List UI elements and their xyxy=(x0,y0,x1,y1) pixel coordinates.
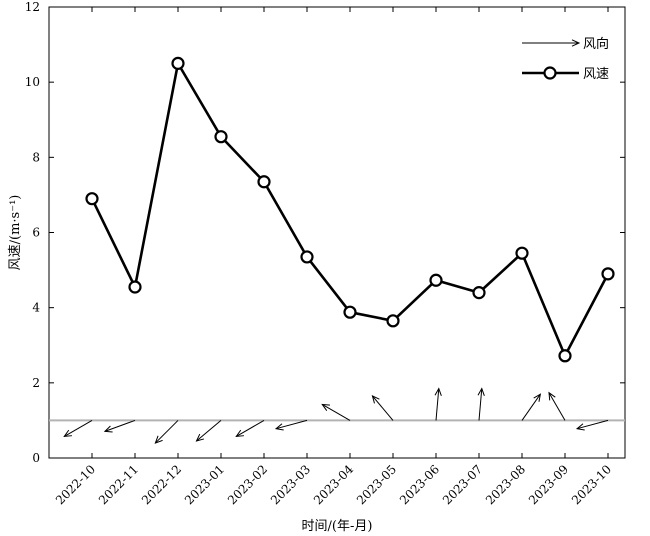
wind-arrow xyxy=(521,393,542,421)
legend-arrow-shape xyxy=(522,39,581,47)
wind-arrow xyxy=(434,387,442,421)
legend: 风向 风速 xyxy=(522,36,609,82)
wind-arrow xyxy=(371,394,394,421)
y-tick-label: 4 xyxy=(32,301,40,315)
legend-speed-marker xyxy=(543,66,557,80)
data-point xyxy=(558,349,572,363)
x-axis-label: 时间/(年-月) xyxy=(302,519,373,534)
data-point xyxy=(429,273,443,287)
data-point xyxy=(472,286,486,300)
x-tick-label: 2023-03 xyxy=(268,462,313,507)
data-point xyxy=(171,56,185,70)
y-tick-label: 2 xyxy=(32,376,40,390)
y-axis: 0 2 4 6 8 10 12 xyxy=(25,0,625,465)
x-tick-label: 2023-09 xyxy=(526,462,571,507)
x-tick-label: 2022-10 xyxy=(53,462,98,507)
x-tick-label: 2023-06 xyxy=(397,462,442,507)
wind-arrow xyxy=(274,419,308,431)
wind-arrow xyxy=(235,419,265,438)
wind-arrow xyxy=(477,387,485,421)
data-point xyxy=(601,267,615,281)
wind-arrow xyxy=(103,419,136,433)
legend-direction-arrow xyxy=(522,39,581,47)
data-point xyxy=(214,130,228,144)
wind-direction-arrows xyxy=(63,387,609,444)
data-point xyxy=(515,246,529,260)
x-tick-label: 2023-01 xyxy=(182,462,227,507)
legend-speed-label: 风速 xyxy=(583,67,609,82)
x-tick-label: 2023-07 xyxy=(440,462,485,507)
y-tick-label: 10 xyxy=(25,75,40,89)
data-point xyxy=(128,280,142,294)
x-tick-label: 2023-08 xyxy=(483,462,528,507)
x-tick-label: 2022-12 xyxy=(139,462,184,507)
y-tick-label: 0 xyxy=(32,451,40,465)
wind-speed-markers xyxy=(85,56,615,363)
x-tick-label: 2023-10 xyxy=(569,462,614,507)
y-tick-label: 12 xyxy=(25,0,40,14)
x-tick-label: 2022-11 xyxy=(96,462,141,507)
plot-frame xyxy=(48,6,626,459)
y-axis-label: 风速/(m·s⁻¹) xyxy=(8,195,23,271)
x-axis: 2022-102022-112022-122023-012023-022023-… xyxy=(53,7,614,507)
data-point xyxy=(257,175,271,189)
data-point xyxy=(386,314,400,328)
data-point xyxy=(85,192,99,206)
x-tick-label: 2023-02 xyxy=(225,462,270,507)
legend-direction-label: 风向 xyxy=(583,36,609,52)
wind-arrow xyxy=(548,391,566,421)
y-tick-label: 8 xyxy=(32,150,40,164)
data-point xyxy=(343,305,357,319)
wind-arrow xyxy=(63,419,93,438)
x-tick-label: 2023-04 xyxy=(311,462,356,507)
wind-arrow xyxy=(575,419,609,431)
wind-arrow xyxy=(154,420,179,444)
data-point xyxy=(300,250,314,264)
x-tick-label: 2023-05 xyxy=(354,462,399,507)
y-tick-label: 6 xyxy=(32,226,40,240)
wind-arrow xyxy=(321,403,351,421)
wind-arrow xyxy=(195,420,222,442)
